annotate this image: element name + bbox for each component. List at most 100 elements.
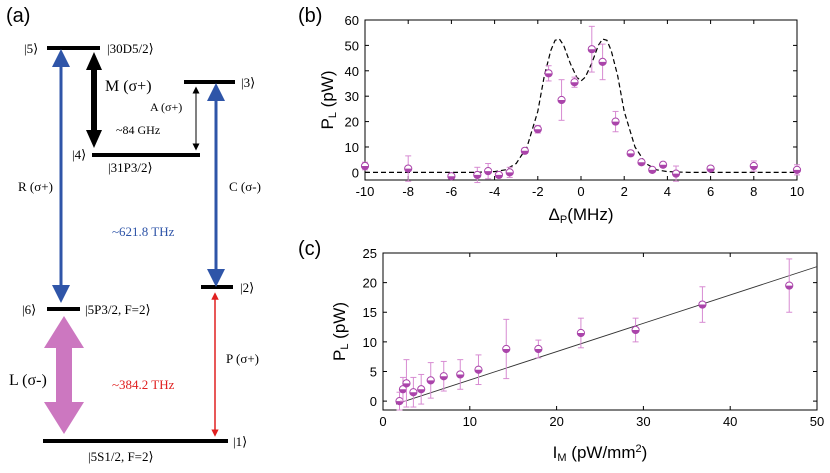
frequency-blue-label: ~621.8 THz bbox=[112, 224, 175, 239]
transition-l-arrow bbox=[44, 316, 84, 434]
data-point-fill bbox=[557, 100, 566, 104]
transition-r-label: R (σ+) bbox=[18, 179, 53, 194]
level-6-left-label: |6⟩ bbox=[22, 302, 36, 317]
data-point-fill bbox=[599, 61, 607, 66]
level-6-right-label: |5P3/2, F=2⟩ bbox=[85, 302, 151, 317]
chart-b: -10 -8 -6 -4 -2 0 2 4 6 8 10 0 10 20 30 40 50 60 ΔP(MHz) PL… bbox=[318, 13, 804, 226]
level-4-left-label: |4⟩ bbox=[72, 147, 86, 162]
x-tick-label: 10 bbox=[790, 184, 804, 199]
y-tick-label: 40 bbox=[345, 64, 359, 79]
x-tick-label: 6 bbox=[707, 184, 714, 199]
data-point-fill bbox=[417, 389, 425, 393]
data-point-fill bbox=[707, 168, 715, 173]
fit-curve bbox=[365, 38, 797, 173]
data-point-fill bbox=[506, 172, 514, 176]
x-axis-label: ΔP(MHz) bbox=[549, 205, 614, 226]
y-tick-label: 20 bbox=[363, 276, 377, 291]
x-tick-label: -6 bbox=[446, 184, 458, 199]
y-tick-label: 60 bbox=[345, 13, 359, 28]
data-point-fill bbox=[440, 376, 448, 380]
data-point-fill bbox=[534, 129, 542, 133]
data-point-fill bbox=[631, 330, 640, 334]
x-tick-label: -2 bbox=[532, 184, 544, 199]
data-point-fill bbox=[399, 389, 407, 393]
data-point-fill bbox=[611, 121, 620, 126]
y-tick-label: 10 bbox=[345, 140, 359, 155]
y-tick-label: 0 bbox=[370, 394, 377, 409]
y-axis-label: PL (pW) bbox=[330, 302, 351, 361]
data-point-fill bbox=[484, 171, 492, 175]
data-point-fill bbox=[395, 401, 404, 405]
data-point-fill bbox=[659, 164, 667, 169]
transition-m-arrow bbox=[86, 52, 102, 148]
panel-a-label: (a) bbox=[6, 5, 30, 27]
transition-c-label: C (σ-) bbox=[229, 179, 261, 194]
transition-l-label: L (σ-) bbox=[9, 372, 47, 389]
plot-frame bbox=[382, 252, 818, 411]
x-tick-label: 30 bbox=[636, 414, 650, 429]
level-4-right-label: |31P3/2⟩ bbox=[108, 160, 153, 175]
transition-m-label: M (σ+) bbox=[105, 78, 152, 95]
y-tick-label: 50 bbox=[345, 38, 359, 53]
detuning-ghz-label: ~84 GHz bbox=[116, 123, 160, 137]
frequency-red-label: ~384.2 THz bbox=[112, 377, 175, 392]
x-tick-label: 8 bbox=[750, 184, 757, 199]
y-tick-label: 20 bbox=[345, 115, 359, 130]
level-2-label: |2⟩ bbox=[240, 280, 254, 295]
data-point-fill bbox=[750, 166, 758, 170]
transition-p-label: P (σ+) bbox=[226, 351, 259, 366]
data-point-fill bbox=[402, 383, 411, 387]
data-point-fill bbox=[502, 348, 510, 353]
y-axis-label: PL (pW) bbox=[318, 70, 339, 129]
data-point-fill bbox=[409, 392, 417, 396]
y-tick-label: 10 bbox=[363, 335, 377, 350]
x-tick-label: 2 bbox=[621, 184, 628, 199]
data-point-fill bbox=[404, 168, 412, 173]
y-tick-label: 0 bbox=[352, 165, 359, 180]
panel-b-label: (b) bbox=[298, 5, 322, 27]
x-axis-label: IM (pW/mm2) bbox=[553, 443, 648, 464]
data-point-fill bbox=[570, 82, 579, 86]
data-point-fill bbox=[545, 73, 553, 77]
data-point-fill bbox=[698, 304, 707, 309]
level-5-right-label: |30D5/2⟩ bbox=[107, 41, 154, 56]
transition-a-label: A (σ+) bbox=[150, 100, 182, 114]
data-point-fill bbox=[456, 374, 464, 379]
x-tick-label: 40 bbox=[723, 414, 737, 429]
level-5-left-label: |5⟩ bbox=[24, 41, 38, 56]
x-tick-label: 4 bbox=[664, 184, 671, 199]
data-point-fill bbox=[672, 173, 680, 178]
data-point-fill bbox=[588, 49, 596, 53]
data-point-fill bbox=[427, 380, 435, 384]
level-1-label: |1⟩ bbox=[233, 434, 247, 449]
x-tick-label: -8 bbox=[402, 184, 414, 199]
x-tick-label: 10 bbox=[463, 414, 477, 429]
data-point-fill bbox=[473, 174, 481, 179]
data-point-fill bbox=[447, 176, 455, 180]
y-tick-label: 30 bbox=[345, 89, 359, 104]
fit-line bbox=[395, 266, 818, 405]
x-tick-label: -10 bbox=[356, 184, 375, 199]
panel-c-label: (c) bbox=[298, 238, 321, 260]
data-point-fill bbox=[495, 174, 503, 179]
data-point-fill bbox=[627, 153, 635, 157]
level-3-label: |3⟩ bbox=[241, 75, 255, 90]
x-tick-label: -4 bbox=[489, 184, 501, 199]
y-tick-label: 5 bbox=[370, 364, 377, 379]
y-tick-label: 25 bbox=[363, 246, 377, 261]
y-tick-label: 15 bbox=[363, 305, 377, 320]
data-point-fill bbox=[648, 169, 656, 174]
data-point-fill bbox=[534, 348, 542, 353]
data-point-fill bbox=[793, 169, 801, 174]
chart-c: 0 10 20 30 40 50 0 5 10 15 20 25 IM (pW/mm2) PL (pW) bbox=[330, 246, 824, 464]
x-tick-label: 20 bbox=[549, 414, 563, 429]
x-tick-label: 0 bbox=[577, 184, 584, 199]
x-tick-label: 0 bbox=[379, 414, 386, 429]
data-point-fill bbox=[474, 369, 483, 374]
x-tick-label: 50 bbox=[810, 414, 824, 429]
data-point-fill bbox=[361, 166, 369, 170]
data-point-fill bbox=[521, 150, 529, 155]
level-1-bottom-label: |5S1/2, F=2⟩ bbox=[88, 449, 154, 464]
data-point-fill bbox=[785, 285, 793, 290]
